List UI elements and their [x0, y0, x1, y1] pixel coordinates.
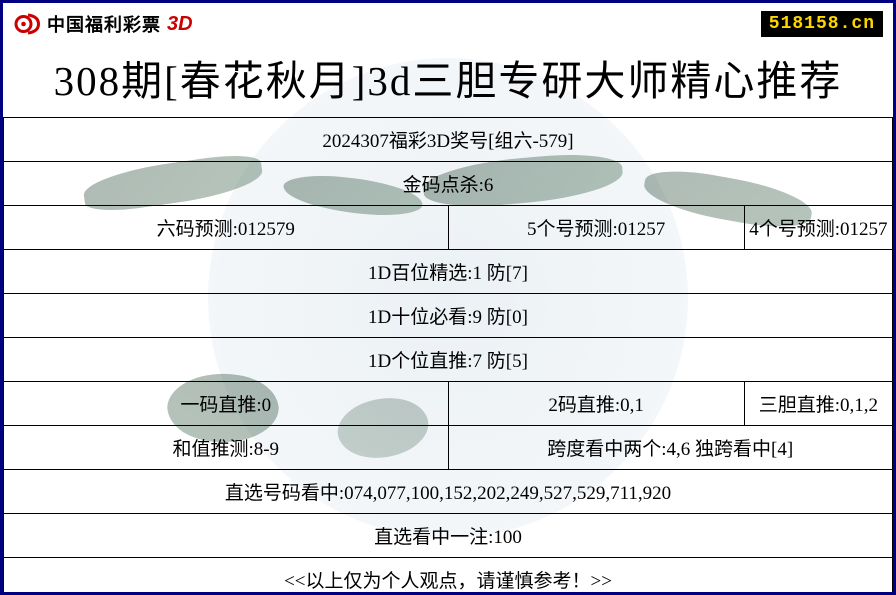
one-code-cell: 一码直推:0	[4, 382, 449, 426]
gold-kill-row: 金码点杀:6	[4, 162, 893, 206]
direct-picks-row: 直选号码看中:074,077,100,152,202,249,527,529,7…	[4, 470, 893, 514]
five-code-cell: 5个号预测:01257	[448, 206, 744, 250]
span-predict-cell: 跨度看中两个:4,6 独跨看中[4]	[448, 426, 893, 470]
lottery-card: 中国福利彩票 3D 518158.cn 308期[春花秋月]3d三胆专研大师精心…	[0, 0, 896, 595]
three-code-cell: 三胆直推:0,1,2	[744, 382, 892, 426]
four-code-cell: 4个号预测:01257	[744, 206, 892, 250]
site-badge: 518158.cn	[761, 11, 883, 37]
prediction-table: 2024307福彩3D奖号[组六-579] 金码点杀:6 六码预测:012579…	[3, 117, 893, 595]
ones-digit-row: 1D个位直推:7 防[5]	[4, 338, 893, 382]
lottery-logo-icon	[13, 9, 43, 39]
tens-digit-row: 1D十位必看:9 防[0]	[4, 294, 893, 338]
draw-result-row: 2024307福彩3D奖号[组六-579]	[4, 118, 893, 162]
two-code-cell: 2码直推:0,1	[448, 382, 744, 426]
header-bar: 中国福利彩票 3D 518158.cn	[3, 3, 893, 41]
logo-text: 中国福利彩票	[47, 11, 161, 37]
hundreds-digit-row: 1D百位精选:1 防[7]	[4, 250, 893, 294]
page-title: 308期[春花秋月]3d三胆专研大师精心推荐	[3, 41, 893, 117]
logo-area: 中国福利彩票 3D	[13, 9, 193, 39]
six-code-cell: 六码预测:012579	[4, 206, 449, 250]
single-direct-row: 直选看中一注:100	[4, 514, 893, 558]
disclaimer-row: <<以上仅为个人观点，请谨慎参考！>>	[4, 558, 893, 595]
logo-3d-text: 3D	[167, 13, 193, 36]
sum-predict-cell: 和值推测:8-9	[4, 426, 449, 470]
